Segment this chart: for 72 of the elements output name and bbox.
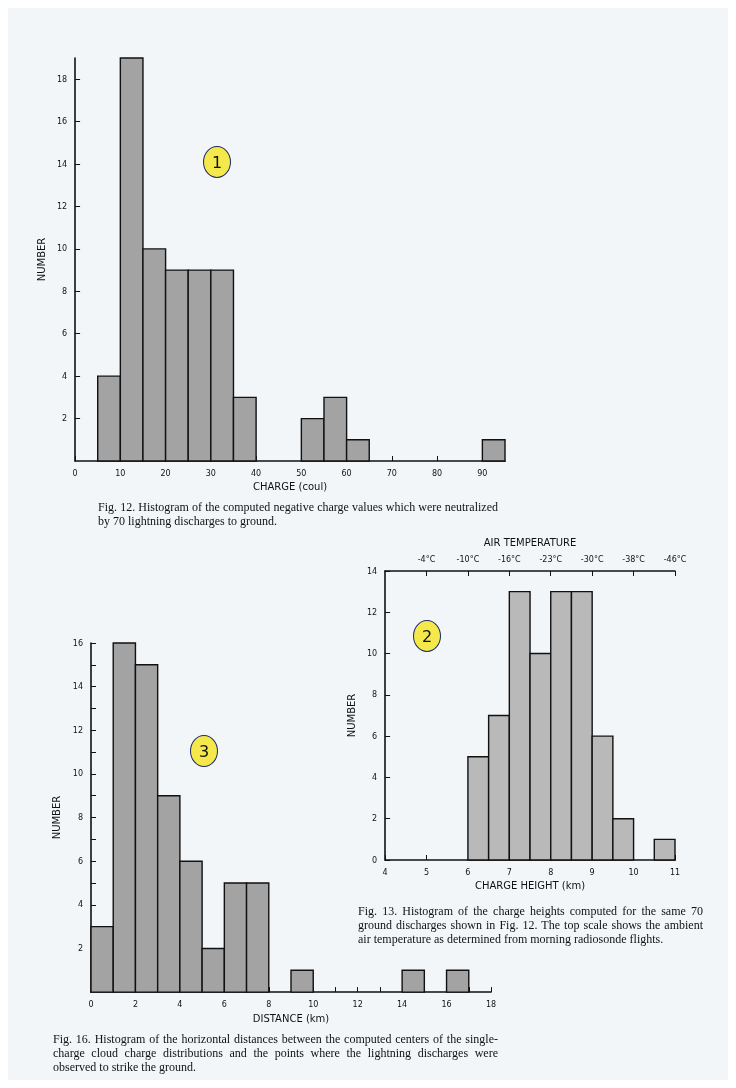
x-tick-label: 30 <box>205 468 216 478</box>
text: -38°C <box>622 554 646 564</box>
x2-axis-title: AIR TEMPERATURE <box>483 536 577 548</box>
text: -23°C <box>539 554 563 564</box>
annotation: 2 <box>413 620 441 652</box>
y-tick-label: 16 <box>72 638 83 648</box>
x-tick-label: 0 <box>88 999 94 1009</box>
x-tick-label: 6 <box>221 999 227 1009</box>
y-tick-label: 12 <box>72 725 83 735</box>
x-tick-label: 12 <box>352 999 363 1009</box>
annotation: Fig. 13. Histogram of the charge heights computed for the same 70 ground discharges shown in Fig. 12. The top scale shows the ambient air temperature as determined from morning radiosonde flights. <box>358 904 703 946</box>
y-tick-label: 4 <box>77 900 83 910</box>
text: -30°C <box>580 554 604 564</box>
y-tick-label: 14 <box>366 566 378 576</box>
x-tick-label: 7 <box>506 867 512 877</box>
y-tick-label: 4 <box>61 371 68 381</box>
x-tick-label: 4 <box>177 999 183 1009</box>
y-tick-label: 10 <box>72 769 83 779</box>
x-tick-label: 50 <box>296 468 307 478</box>
y-tick-label: 10 <box>366 649 378 659</box>
y-axis-title: NUMBER <box>51 795 63 840</box>
x-tick-label: 80 <box>432 468 443 478</box>
x-tick-label: 18 <box>485 999 497 1009</box>
x-tick-label: 4 <box>382 867 388 877</box>
x-tick-label: 16 <box>441 999 452 1009</box>
x-tick-label: 14 <box>397 999 408 1009</box>
annotation: 1 <box>203 146 231 178</box>
x-tick-label: 6 <box>465 867 471 877</box>
x-axis-title: DISTANCE (km) <box>252 1012 330 1024</box>
y-axis-title: NUMBER <box>345 693 357 738</box>
text: -4°C <box>417 554 436 564</box>
y-tick-label: 8 <box>77 813 83 823</box>
x-tick-label: 2 <box>132 999 138 1009</box>
y-tick-label: 12 <box>56 201 68 211</box>
y-tick-label: 18 <box>56 74 68 84</box>
y-tick-label: 10 <box>56 244 68 254</box>
caption: Fig. 16. Histogram of the horizontal distances between the computed centers of the single-charge cloud charge distributions and the points where the lightning discharges were observed to strike the ground. <box>53 1032 498 1074</box>
x-axis-title: CHARGE (coul) <box>253 481 328 493</box>
y-tick-label: 0 <box>371 855 378 865</box>
y-tick-label: 6 <box>77 856 83 866</box>
y-tick-label: 8 <box>61 286 68 296</box>
x-tick-label: 10 <box>308 999 319 1009</box>
y-tick-label: 6 <box>371 731 378 741</box>
y-tick-label: 2 <box>61 414 68 424</box>
y-tick-label: 12 <box>366 607 378 617</box>
y-tick-label: 14 <box>56 159 68 169</box>
x-tick-label: 9 <box>589 867 595 877</box>
x-tick-label: 90 <box>477 468 488 478</box>
x-tick-label: 10 <box>628 867 639 877</box>
x-tick-label: 20 <box>160 468 171 478</box>
x-tick-label: 10 <box>115 468 126 478</box>
caption: Fig. 12. Histogram of the computed negative charge values which were neutralized by 70 lightning discharges to ground. <box>98 500 498 528</box>
y-tick-label: 2 <box>77 943 83 953</box>
annotation: 3 <box>190 735 218 767</box>
y-tick-label: 8 <box>371 690 378 700</box>
x-tick-label: 11 <box>669 867 681 877</box>
x-tick-label: 8 <box>266 999 272 1009</box>
y-tick-label: 4 <box>371 772 378 782</box>
x-tick-label: 40 <box>251 468 262 478</box>
y-tick-label: 6 <box>61 329 68 339</box>
y-tick-label: 14 <box>72 682 83 692</box>
y-tick-label: 2 <box>371 814 378 824</box>
y-tick-label: 16 <box>56 117 68 127</box>
text: -46°C <box>663 554 687 564</box>
y-axis-title: NUMBER <box>35 237 47 282</box>
x-tick-label: 70 <box>386 468 397 478</box>
text: -16°C <box>498 554 522 564</box>
x-axis-title: CHARGE HEIGHT (km) <box>474 880 586 892</box>
x-tick-label: 60 <box>341 468 352 478</box>
x-tick-label: 8 <box>548 867 554 877</box>
x-tick-label: 5 <box>423 867 430 877</box>
text: -10°C <box>456 554 480 564</box>
